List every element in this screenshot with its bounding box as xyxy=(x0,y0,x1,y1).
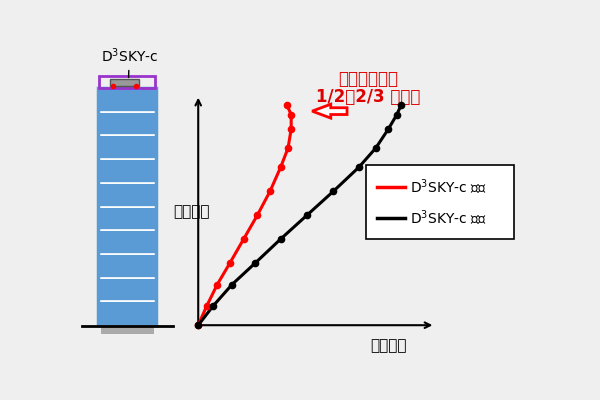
Bar xyxy=(365,165,514,239)
Bar xyxy=(98,88,157,325)
Text: 建物の搖れを: 建物の搖れを xyxy=(338,70,398,88)
Bar xyxy=(98,88,157,112)
Bar xyxy=(99,76,155,88)
Text: D$^3$SKY-c なし: D$^3$SKY-c なし xyxy=(410,209,487,228)
Text: 建物高さ: 建物高さ xyxy=(173,204,209,219)
Text: 1/2～2/3 に低減: 1/2～2/3 に低減 xyxy=(316,88,420,106)
Text: D$^3$SKY-c あり: D$^3$SKY-c あり xyxy=(410,178,487,197)
Bar xyxy=(98,207,157,230)
Bar xyxy=(110,79,139,86)
Bar xyxy=(98,278,157,302)
Text: 建物変位: 建物変位 xyxy=(371,338,407,353)
Bar xyxy=(98,254,157,278)
Bar xyxy=(98,159,157,183)
Bar xyxy=(98,302,157,325)
Bar xyxy=(98,112,157,136)
Bar xyxy=(98,230,157,254)
Bar xyxy=(101,325,154,334)
Text: D$^3$SKY-c: D$^3$SKY-c xyxy=(101,46,158,78)
Bar xyxy=(98,183,157,207)
Bar xyxy=(98,136,157,159)
FancyArrow shape xyxy=(312,104,347,118)
